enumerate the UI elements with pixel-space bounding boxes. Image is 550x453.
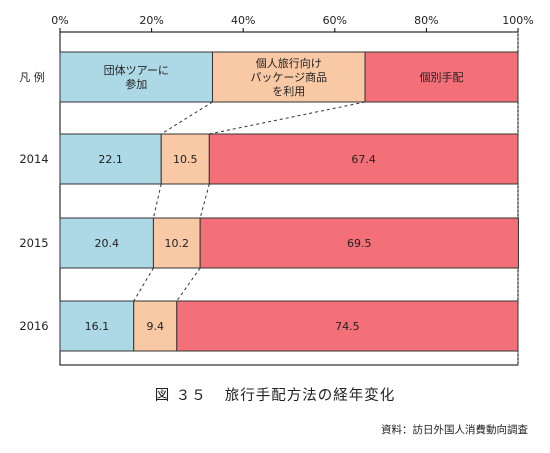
- bar-segment: [133, 300, 178, 352]
- connector-line: [133, 267, 154, 302]
- source-note: 資料：訪日外国人消費動向調査: [381, 424, 528, 436]
- data-label: 22.1: [98, 153, 123, 166]
- x-tick-label: 40%: [231, 14, 255, 27]
- legend-swatch: [212, 51, 366, 103]
- x-tick-label: 0%: [51, 14, 68, 27]
- legend-label: 参加: [125, 77, 147, 91]
- bar-segment: [152, 217, 201, 269]
- x-tick-label: 100%: [502, 14, 533, 27]
- x-tick-label: 20%: [139, 14, 163, 27]
- data-label: 9.4: [147, 320, 165, 333]
- legend-label: パッケージ商品: [250, 70, 327, 84]
- figure-title: 旅行手配方法の経年変化: [224, 388, 396, 404]
- bar-segment: [199, 217, 519, 269]
- bar-segment: [176, 300, 519, 352]
- data-label: 67.4: [351, 153, 376, 166]
- data-label: 69.5: [347, 237, 372, 250]
- data-label: 10.5: [173, 153, 198, 166]
- data-label: 16.1: [85, 320, 110, 333]
- connector-line: [176, 267, 201, 302]
- figure-number: 図 ３５: [154, 388, 207, 404]
- bar-segment: [59, 217, 154, 269]
- legend-label: 団体ツアーに: [104, 63, 169, 77]
- legend-label: を利用: [272, 85, 305, 98]
- figure-caption: 図 ３５ 旅行手配方法の経年変化: [0, 384, 550, 405]
- x-tick-label: 80%: [414, 14, 438, 27]
- bar-segment: [59, 300, 135, 352]
- legend-swatch: [364, 51, 519, 103]
- bar-segment: [208, 133, 519, 185]
- data-label: 10.2: [165, 237, 190, 250]
- data-label: 20.4: [94, 237, 119, 250]
- category-label: 2016: [19, 319, 48, 333]
- legend-swatch: [59, 51, 214, 103]
- connector-line: [160, 101, 213, 135]
- category-label: 2014: [19, 152, 48, 166]
- connector-line: [209, 101, 366, 135]
- legend-label: 個人旅行向け: [256, 56, 322, 70]
- category-label: 2015: [19, 236, 48, 250]
- legend-label: 個別手配: [420, 70, 464, 84]
- legend-row-label: 凡 例: [19, 70, 45, 84]
- x-tick-label: 60%: [323, 14, 347, 27]
- data-label: 74.5: [335, 320, 360, 333]
- bar-segment: [160, 133, 210, 185]
